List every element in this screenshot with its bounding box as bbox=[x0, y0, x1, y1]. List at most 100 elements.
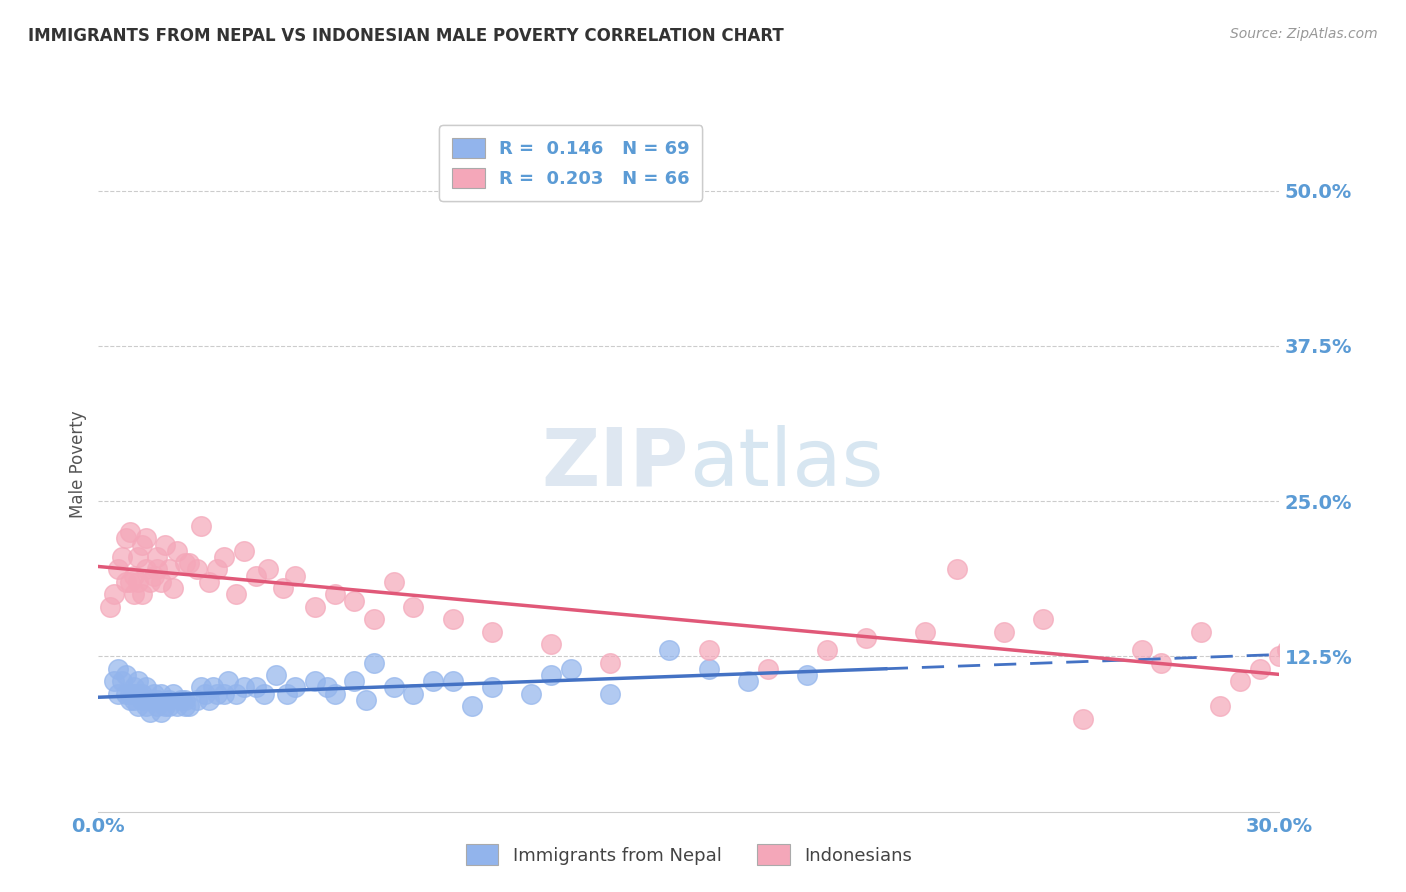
Point bbox=[157, 693, 180, 707]
Point bbox=[422, 674, 444, 689]
Point bbox=[146, 693, 169, 707]
Text: IMMIGRANTS FROM NEPAL VS INDONESIAN MALE POVERTY CORRELATION CHART: IMMIGRANTS FROM NEPAL VS INDONESIAN MALE… bbox=[28, 27, 785, 45]
Point bbox=[461, 699, 484, 714]
Point bbox=[115, 687, 138, 701]
Point bbox=[284, 568, 307, 582]
Point bbox=[205, 687, 228, 701]
Point bbox=[190, 681, 212, 695]
Point bbox=[131, 587, 153, 601]
Point bbox=[162, 581, 184, 595]
Point bbox=[157, 562, 180, 576]
Point bbox=[115, 668, 138, 682]
Point bbox=[170, 693, 193, 707]
Point bbox=[186, 693, 208, 707]
Point bbox=[174, 556, 197, 570]
Point bbox=[560, 662, 582, 676]
Point bbox=[98, 599, 121, 614]
Point bbox=[1150, 656, 1173, 670]
Point bbox=[304, 599, 326, 614]
Point bbox=[276, 687, 298, 701]
Point bbox=[166, 544, 188, 558]
Point bbox=[127, 699, 149, 714]
Point bbox=[174, 693, 197, 707]
Point bbox=[264, 668, 287, 682]
Point bbox=[363, 656, 385, 670]
Text: ZIP: ZIP bbox=[541, 425, 689, 503]
Point bbox=[815, 643, 838, 657]
Point bbox=[1189, 624, 1212, 639]
Point bbox=[146, 562, 169, 576]
Point bbox=[214, 549, 236, 564]
Point bbox=[1209, 699, 1232, 714]
Point bbox=[146, 549, 169, 564]
Point bbox=[201, 681, 224, 695]
Point bbox=[131, 538, 153, 552]
Point bbox=[142, 687, 165, 701]
Point bbox=[855, 631, 877, 645]
Point bbox=[177, 699, 200, 714]
Point bbox=[599, 656, 621, 670]
Point bbox=[284, 681, 307, 695]
Point bbox=[658, 643, 681, 657]
Point bbox=[194, 687, 217, 701]
Point bbox=[197, 574, 219, 589]
Point bbox=[481, 681, 503, 695]
Point bbox=[354, 693, 377, 707]
Point bbox=[304, 674, 326, 689]
Point bbox=[122, 693, 145, 707]
Point bbox=[1130, 643, 1153, 657]
Point bbox=[441, 674, 464, 689]
Point bbox=[122, 681, 145, 695]
Point bbox=[166, 699, 188, 714]
Point bbox=[150, 687, 173, 701]
Point bbox=[122, 687, 145, 701]
Point bbox=[993, 624, 1015, 639]
Point bbox=[796, 668, 818, 682]
Point bbox=[1032, 612, 1054, 626]
Point bbox=[737, 674, 759, 689]
Point bbox=[118, 574, 141, 589]
Point bbox=[540, 637, 562, 651]
Point bbox=[150, 574, 173, 589]
Point bbox=[103, 587, 125, 601]
Legend: Immigrants from Nepal, Indonesians: Immigrants from Nepal, Indonesians bbox=[457, 835, 921, 874]
Point bbox=[174, 699, 197, 714]
Point bbox=[138, 574, 160, 589]
Point bbox=[190, 519, 212, 533]
Point bbox=[245, 568, 267, 582]
Point bbox=[157, 699, 180, 714]
Point bbox=[756, 662, 779, 676]
Point bbox=[111, 674, 134, 689]
Point bbox=[441, 612, 464, 626]
Point bbox=[135, 699, 157, 714]
Point bbox=[107, 662, 129, 676]
Point bbox=[540, 668, 562, 682]
Point bbox=[131, 687, 153, 701]
Point bbox=[1229, 674, 1251, 689]
Point bbox=[256, 562, 278, 576]
Point bbox=[402, 687, 425, 701]
Point bbox=[127, 687, 149, 701]
Point bbox=[599, 687, 621, 701]
Point bbox=[343, 593, 366, 607]
Point bbox=[697, 662, 720, 676]
Point bbox=[138, 693, 160, 707]
Point bbox=[914, 624, 936, 639]
Point bbox=[520, 687, 543, 701]
Point bbox=[138, 706, 160, 720]
Point bbox=[1268, 649, 1291, 664]
Text: atlas: atlas bbox=[689, 425, 883, 503]
Point bbox=[343, 674, 366, 689]
Point bbox=[233, 681, 256, 695]
Point bbox=[155, 699, 177, 714]
Point bbox=[118, 693, 141, 707]
Legend: R =  0.146   N = 69, R =  0.203   N = 66: R = 0.146 N = 69, R = 0.203 N = 66 bbox=[440, 125, 702, 201]
Point bbox=[402, 599, 425, 614]
Point bbox=[197, 693, 219, 707]
Point bbox=[127, 574, 149, 589]
Point bbox=[225, 687, 247, 701]
Point bbox=[253, 687, 276, 701]
Point bbox=[382, 574, 405, 589]
Point bbox=[115, 574, 138, 589]
Point bbox=[135, 681, 157, 695]
